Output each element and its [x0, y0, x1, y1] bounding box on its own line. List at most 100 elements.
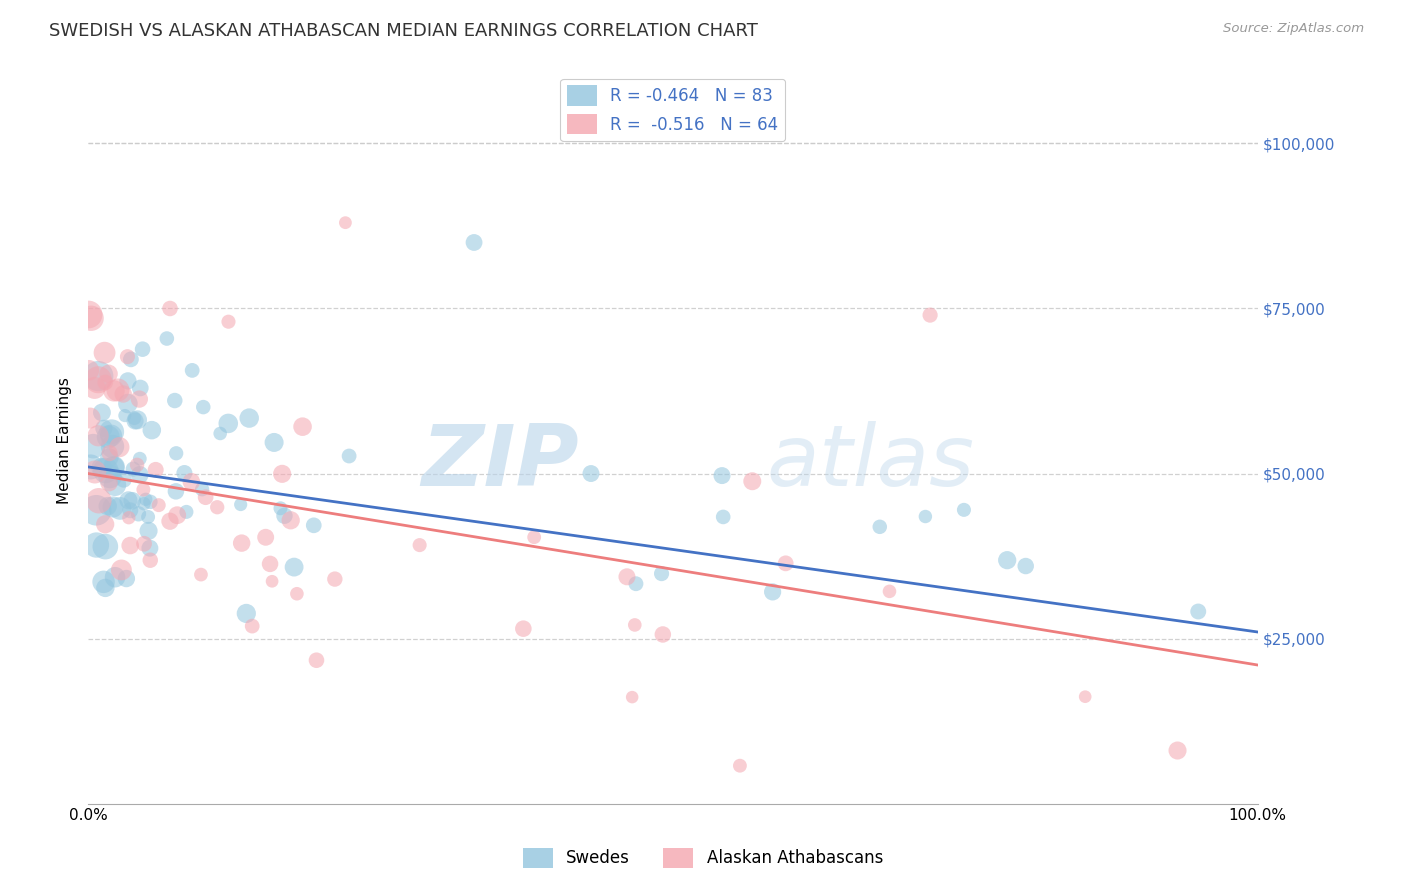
Point	[117, 396, 139, 410]
Point	[110, 563, 132, 577]
Point	[82, 439, 104, 453]
Point	[280, 513, 302, 527]
Point	[163, 393, 186, 408]
Point	[231, 536, 253, 550]
Point	[920, 308, 942, 322]
Point	[1015, 559, 1038, 574]
Point	[205, 500, 228, 515]
Point	[259, 557, 281, 571]
Point	[879, 584, 901, 599]
Point	[84, 503, 107, 517]
Point	[148, 498, 170, 512]
Point	[94, 517, 117, 532]
Point	[302, 518, 325, 533]
Point	[166, 508, 188, 523]
Point	[711, 468, 734, 483]
Point	[94, 540, 117, 554]
Point	[117, 350, 139, 364]
Point	[159, 514, 181, 528]
Point	[93, 574, 115, 589]
Point	[122, 462, 145, 476]
Point	[86, 538, 108, 552]
Point	[229, 498, 252, 512]
Point	[235, 607, 257, 621]
Point	[335, 216, 357, 230]
Point	[136, 510, 159, 524]
Point	[191, 483, 214, 497]
Point	[132, 483, 155, 497]
Point	[120, 352, 142, 367]
Point	[173, 466, 195, 480]
Point	[104, 478, 127, 492]
Point	[112, 473, 135, 487]
Point	[165, 446, 187, 460]
Point	[98, 469, 121, 483]
Text: SWEDISH VS ALASKAN ATHABASCAN MEDIAN EARNINGS CORRELATION CHART: SWEDISH VS ALASKAN ATHABASCAN MEDIAN EAR…	[49, 22, 758, 40]
Point	[101, 439, 124, 453]
Point	[121, 493, 143, 508]
Point	[101, 500, 124, 514]
Point	[523, 530, 546, 544]
Point	[115, 572, 138, 586]
Point	[141, 423, 163, 437]
Point	[125, 458, 148, 472]
Point	[103, 459, 125, 474]
Point	[94, 464, 117, 478]
Point	[176, 505, 198, 519]
Point	[98, 450, 121, 465]
Point	[728, 758, 751, 772]
Point	[263, 435, 285, 450]
Point	[285, 587, 308, 601]
Point	[94, 581, 117, 595]
Point	[77, 363, 100, 377]
Point	[953, 503, 976, 517]
Point	[79, 459, 101, 474]
Point	[273, 508, 295, 523]
Point	[305, 653, 328, 667]
Point	[762, 585, 785, 599]
Point	[117, 493, 139, 508]
Point	[138, 524, 160, 538]
Point	[87, 373, 110, 387]
Point	[217, 417, 239, 431]
Point	[408, 538, 430, 552]
Point	[323, 572, 346, 586]
Point	[117, 374, 139, 388]
Point	[79, 411, 101, 425]
Point	[139, 495, 162, 509]
Y-axis label: Median Earnings: Median Earnings	[58, 377, 72, 504]
Point	[995, 553, 1018, 567]
Point	[262, 574, 284, 589]
Text: atlas: atlas	[766, 421, 974, 504]
Point	[103, 384, 125, 398]
Point	[90, 461, 112, 475]
Point	[131, 342, 153, 356]
Point	[124, 414, 146, 428]
Point	[135, 492, 157, 507]
Point	[139, 541, 162, 556]
Point	[624, 576, 647, 591]
Point	[869, 520, 891, 534]
Point	[914, 509, 936, 524]
Point	[238, 411, 260, 425]
Point	[711, 510, 734, 524]
Point	[159, 301, 181, 316]
Point	[100, 425, 122, 439]
Point	[1074, 690, 1097, 704]
Point	[129, 381, 152, 395]
Point	[156, 332, 179, 346]
Point	[128, 392, 150, 406]
Point	[623, 618, 645, 632]
Point	[651, 566, 673, 581]
Point	[132, 537, 155, 551]
Point	[107, 383, 129, 397]
Point	[1166, 743, 1188, 757]
Legend: Swedes, Alaskan Athabascans: Swedes, Alaskan Athabascans	[516, 841, 890, 875]
Point	[118, 510, 141, 524]
Point	[616, 570, 638, 584]
Point	[651, 627, 673, 641]
Point	[269, 501, 291, 516]
Point	[93, 421, 115, 435]
Legend: R = -0.464   N = 83, R =  -0.516   N = 64: R = -0.464 N = 83, R = -0.516 N = 64	[561, 78, 785, 141]
Point	[124, 411, 146, 425]
